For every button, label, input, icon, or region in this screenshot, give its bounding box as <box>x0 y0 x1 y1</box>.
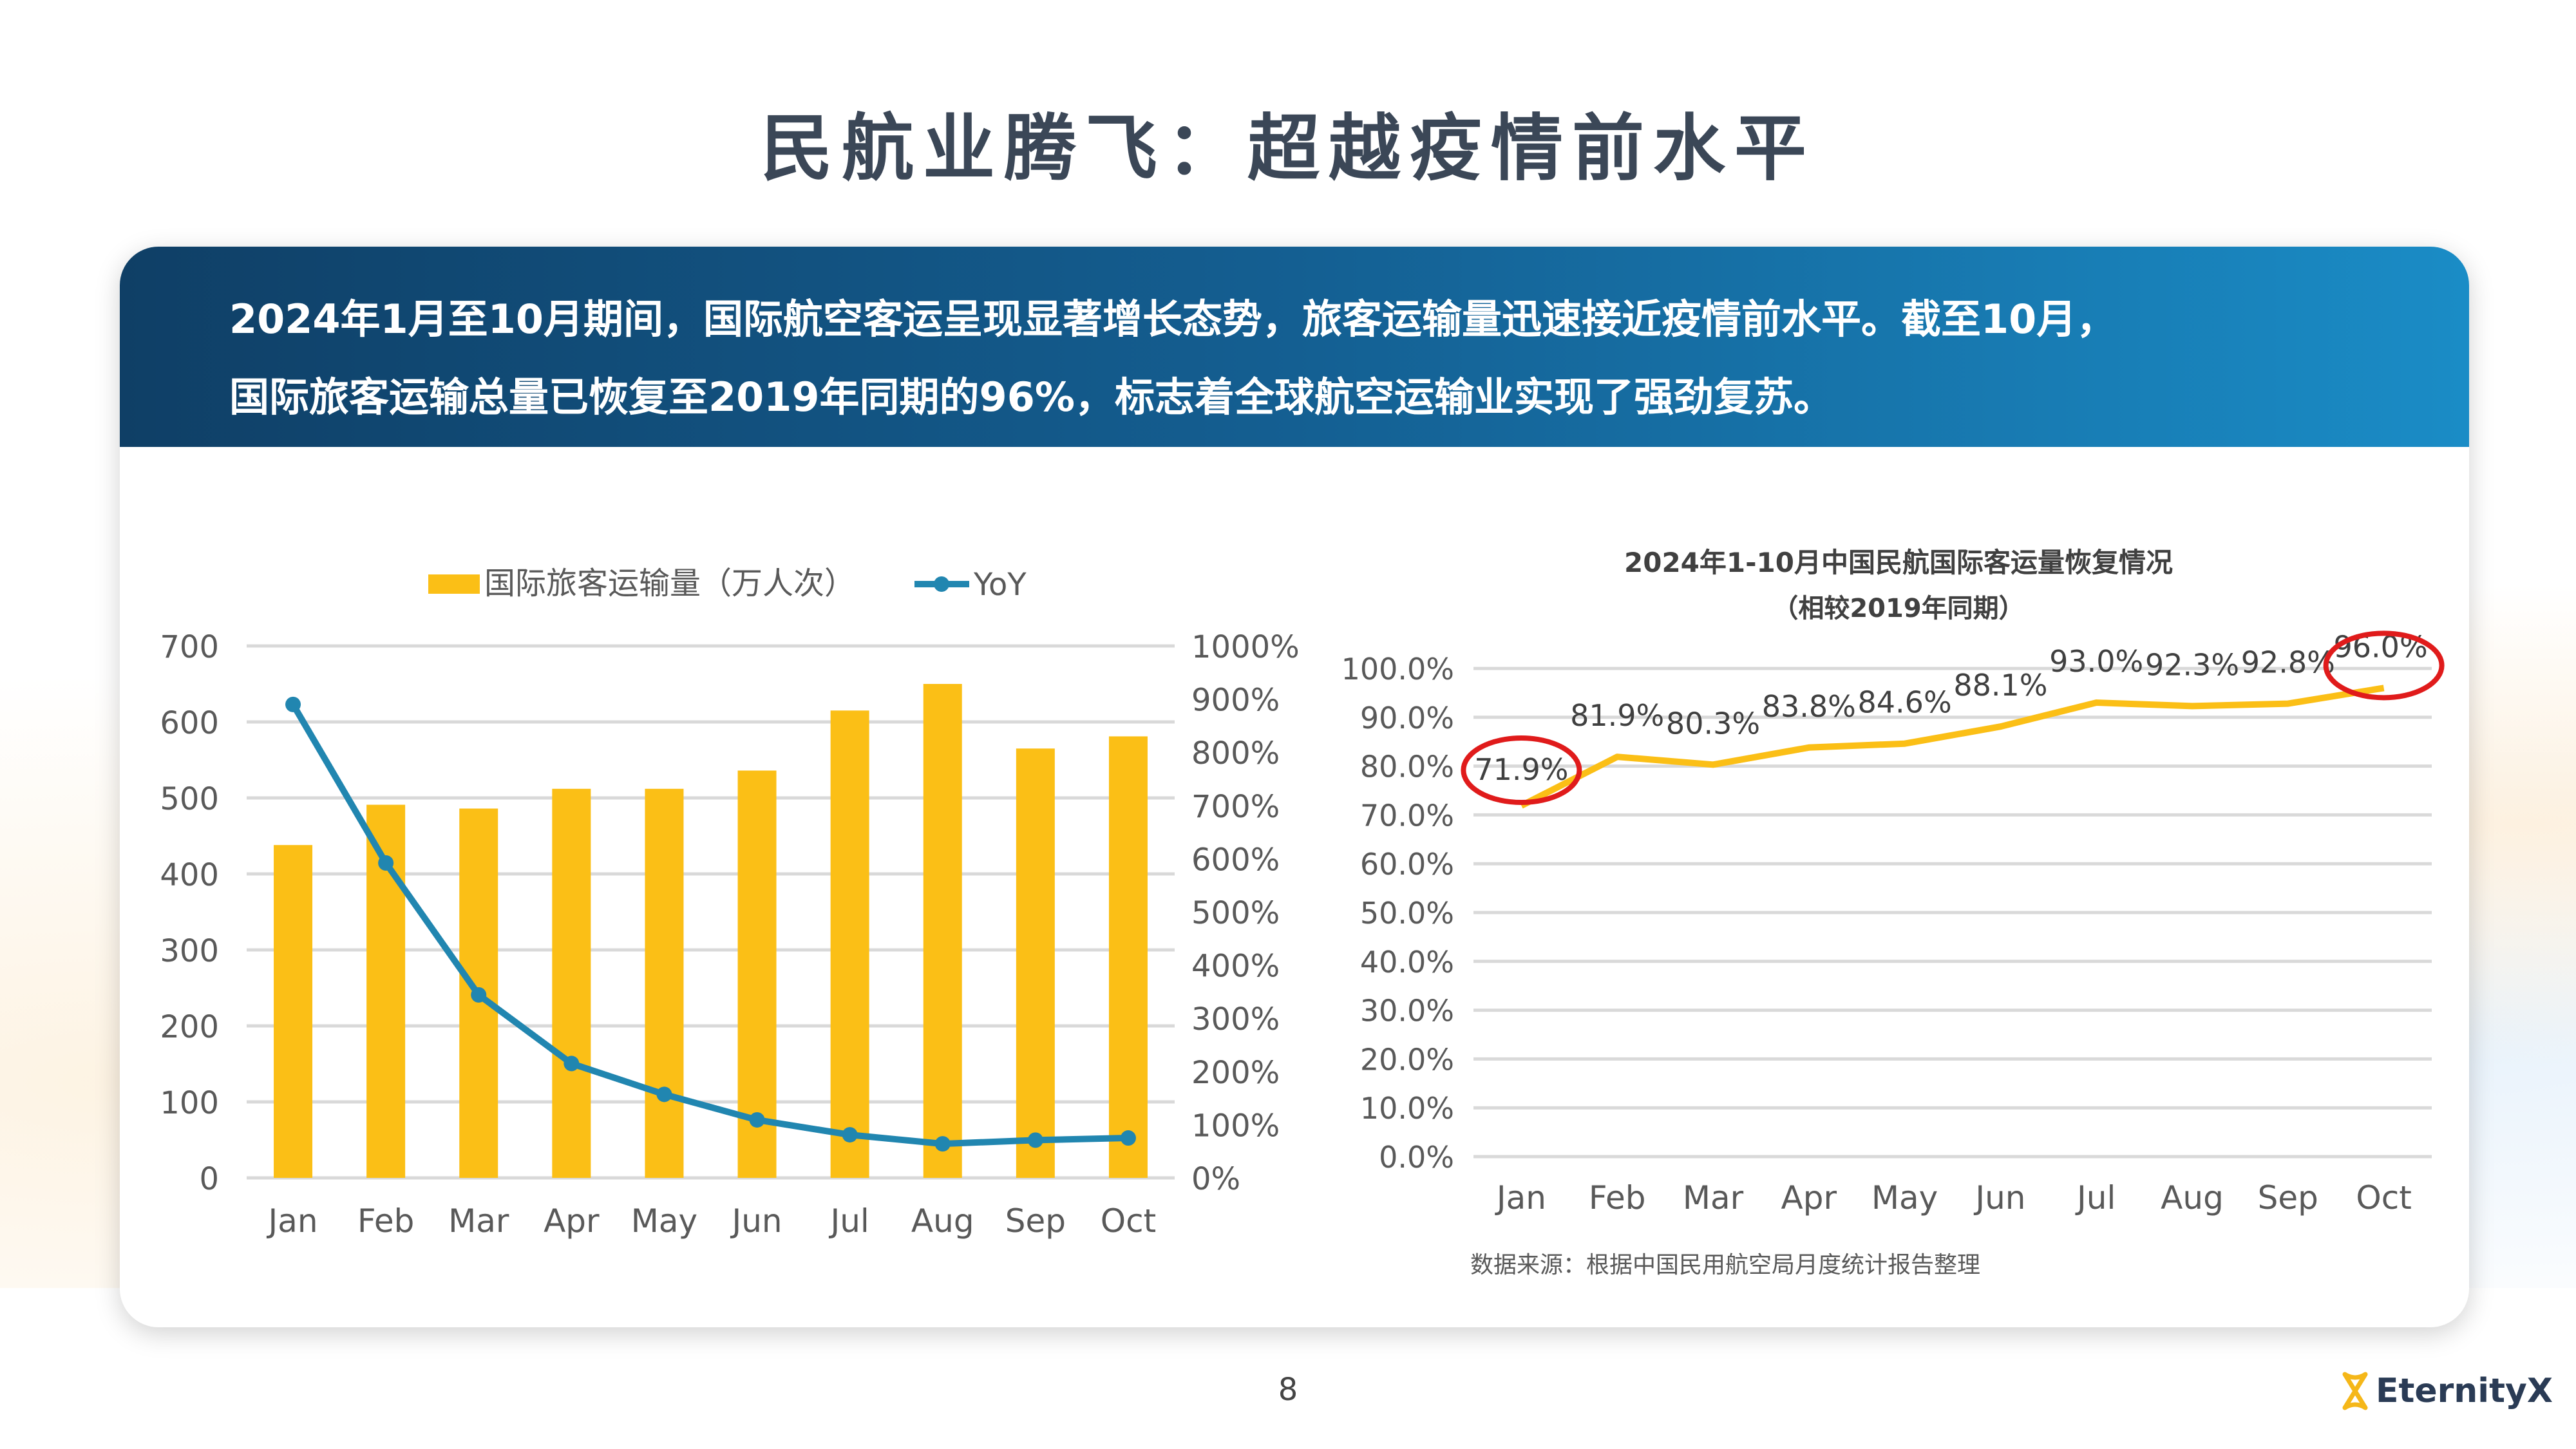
logo-text: EternityX <box>2376 1372 2553 1410</box>
x-tick-label: Oct <box>1101 1202 1156 1240</box>
x-tick-label: Feb <box>1589 1179 1646 1217</box>
y-left-tick-label: 600 <box>160 705 219 741</box>
y-right-tick-label: 400% <box>1191 949 1280 985</box>
y-right-tick-label: 800% <box>1191 735 1280 772</box>
x-tick-label: Sep <box>1005 1202 1066 1240</box>
y-tick-label: 90.0% <box>1360 701 1454 735</box>
yoy-point <box>842 1127 858 1143</box>
y-right-tick-label: 900% <box>1191 683 1280 719</box>
content-card: 2024年1月至10月期间，国际航空客运呈现显著增长态势，旅客运输量迅速接近疫情… <box>120 247 2469 1327</box>
yoy-point <box>471 987 487 1003</box>
highlight-circle <box>1461 735 1582 805</box>
y-left-tick-label: 200 <box>160 1009 219 1045</box>
legend-label-line: YoY <box>973 567 1027 603</box>
logo: EternityX <box>2341 1372 2553 1410</box>
yoy-point <box>934 1136 951 1152</box>
x-tick-label: Mar <box>448 1202 509 1240</box>
x-tick-label: Aug <box>2161 1179 2224 1217</box>
yoy-point <box>1120 1130 1136 1146</box>
x-tick-label: Apr <box>1781 1179 1837 1217</box>
x-tick-label: Sep <box>2258 1179 2318 1217</box>
yoy-point <box>749 1112 765 1128</box>
yoy-point <box>1027 1132 1043 1148</box>
y-tick-label: 70.0% <box>1360 798 1454 833</box>
y-left-tick-label: 500 <box>160 781 219 817</box>
chart-title: 2024年1-10月中国民航国际客运量恢复情况 <box>1624 547 2173 578</box>
y-right-tick-label: 200% <box>1191 1055 1280 1091</box>
y-right-tick-label: 600% <box>1191 842 1280 878</box>
data-label: 92.3% <box>2145 647 2239 682</box>
chart-subtitle: （相较2019年同期） <box>1772 594 2024 623</box>
yoy-point <box>564 1056 580 1072</box>
data-label: 93.0% <box>2049 644 2143 679</box>
data-label: 92.8% <box>2241 645 2335 680</box>
yoy-point <box>378 855 394 871</box>
bar <box>645 788 684 1178</box>
y-right-tick-label: 700% <box>1191 789 1280 825</box>
yoy-point <box>656 1086 672 1103</box>
y-left-tick-label: 100 <box>160 1085 219 1121</box>
data-label: 81.9% <box>1570 698 1664 733</box>
y-tick-label: 0.0% <box>1379 1140 1454 1175</box>
yoy-line <box>290 703 1129 1148</box>
y-tick-label: 20.0% <box>1360 1042 1454 1077</box>
legend-label-bar: 国际旅客运输量（万人次） <box>484 565 855 601</box>
y-right-tick-label: 100% <box>1191 1108 1280 1144</box>
yoy-point <box>285 696 301 712</box>
y-tick-label: 100.0% <box>1341 652 1454 687</box>
bar <box>737 770 777 1178</box>
y-tick-label: 40.0% <box>1360 945 1454 980</box>
data-label: 83.8% <box>1762 689 1856 724</box>
x-tick-label: Jul <box>2075 1179 2116 1217</box>
legend-swatch-point <box>934 576 949 592</box>
x-tick-label: May <box>1871 1179 1938 1217</box>
y-tick-label: 80.0% <box>1360 750 1454 784</box>
bar <box>830 710 869 1178</box>
y-left-tick-label: 400 <box>160 857 219 893</box>
summary-band: 2024年1月至10月期间，国际航空客运呈现显著增长态势，旅客运输量迅速接近疫情… <box>120 247 2469 447</box>
data-label: 88.1% <box>1953 668 2047 703</box>
summary-line-2: 国际旅客运输总量已恢复至2019年同期的96%，标志着全球航空运输业实现了强劲复… <box>229 374 1833 421</box>
data-label: 71.9% <box>1474 752 1568 787</box>
data-label: 84.6% <box>1858 685 1952 720</box>
y-right-tick-label: 300% <box>1191 1001 1280 1037</box>
x-tick-label: Jan <box>267 1202 318 1240</box>
page-title: 民航业腾飞：超越疫情前水平 <box>761 107 1815 191</box>
bar <box>552 788 591 1178</box>
hourglass-icon <box>2342 1372 2368 1410</box>
bar <box>923 684 962 1178</box>
y-right-tick-label: 0% <box>1191 1161 1240 1197</box>
y-left-tick-label: 700 <box>160 629 219 665</box>
highlight-circle <box>2323 630 2445 701</box>
x-tick-label: Jul <box>828 1202 869 1240</box>
y-right-tick-label: 1000% <box>1191 629 1300 665</box>
x-tick-label: Apr <box>544 1202 600 1240</box>
x-tick-label: May <box>631 1202 697 1240</box>
x-tick-label: Oct <box>2356 1179 2411 1217</box>
bar <box>1108 736 1148 1178</box>
x-tick-label: Jun <box>730 1202 782 1240</box>
summary-line-1: 2024年1月至10月期间，国际航空客运呈现显著增长态势，旅客运输量迅速接近疫情… <box>229 296 2117 343</box>
recovery-line <box>1520 685 2385 809</box>
legend-swatch-bar <box>428 574 480 594</box>
data-label: 80.3% <box>1666 706 1760 741</box>
x-tick-label: Jan <box>1495 1179 1546 1217</box>
source-note: 数据来源：根据中国民用航空局月度统计报告整理 <box>1470 1252 1980 1278</box>
y-tick-label: 60.0% <box>1360 847 1454 882</box>
page-number: 8 <box>1278 1372 1298 1408</box>
y-left-tick-label: 0 <box>199 1161 219 1197</box>
y-tick-label: 50.0% <box>1360 896 1454 931</box>
x-tick-label: Mar <box>1683 1179 1744 1217</box>
x-tick-label: Jun <box>1973 1179 2025 1217</box>
y-tick-label: 10.0% <box>1360 1091 1454 1126</box>
bar <box>1016 748 1055 1178</box>
y-right-tick-label: 500% <box>1191 895 1280 931</box>
y-left-tick-label: 300 <box>160 933 219 969</box>
x-tick-label: Aug <box>911 1202 974 1240</box>
y-tick-label: 30.0% <box>1360 994 1454 1028</box>
x-tick-label: Feb <box>357 1202 415 1240</box>
bar <box>274 845 313 1178</box>
